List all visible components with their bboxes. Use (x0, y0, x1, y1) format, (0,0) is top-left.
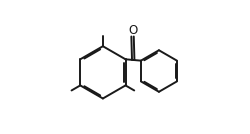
Text: O: O (128, 24, 137, 37)
